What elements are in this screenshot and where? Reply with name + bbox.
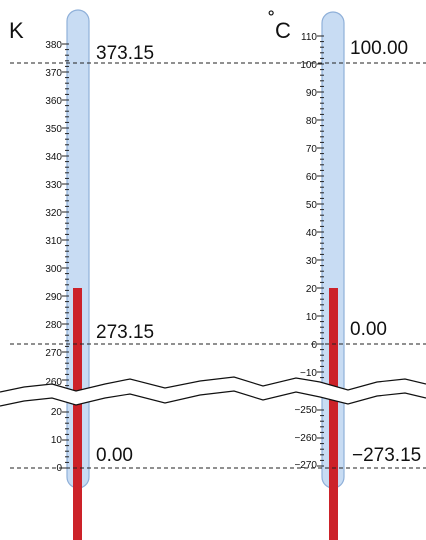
scale-break-top-edge bbox=[0, 376, 426, 393]
kelvin-boiling-label: 373.15 bbox=[96, 43, 154, 64]
celsius-tick-label: 80 bbox=[306, 116, 318, 127]
celsius-tick-label: 110 bbox=[301, 32, 317, 43]
reference-lines bbox=[10, 62, 426, 469]
celsius-tick-label: 20 bbox=[306, 284, 318, 295]
kelvin-mercury bbox=[73, 288, 82, 540]
celsius-tick-label: −250 bbox=[294, 405, 317, 416]
celsius-unit-label: C bbox=[275, 18, 291, 43]
kelvin-tick-label: 310 bbox=[45, 236, 62, 247]
scale-break-bottom-edge bbox=[0, 390, 426, 407]
kelvin-tick-label: 300 bbox=[45, 264, 62, 275]
celsius-tick-label: −10 bbox=[300, 368, 317, 379]
kelvin-tick-label: 320 bbox=[45, 208, 62, 219]
celsius-degree-symbol: ˚ bbox=[268, 8, 275, 33]
kelvin-tick-label: 20 bbox=[51, 407, 63, 418]
kelvin-unit-label: K bbox=[9, 18, 24, 43]
kelvin-tick-label: 330 bbox=[45, 180, 62, 191]
kelvin-zero-label: 0.00 bbox=[96, 445, 133, 466]
kelvin-freezing-label: 273.15 bbox=[96, 322, 154, 343]
celsius-freezing-label: 0.00 bbox=[350, 319, 387, 340]
celsius-zero-label: −273.15 bbox=[352, 445, 421, 466]
kelvin-tick-label: 280 bbox=[45, 320, 62, 331]
kelvin-tick-label: 360 bbox=[45, 96, 62, 107]
kelvin-tick-label: 290 bbox=[45, 292, 62, 303]
kelvin-tick-label: 270 bbox=[45, 348, 62, 359]
celsius-tick-labels: 110 100 90 80 70 60 50 40 30 20 10 0 −10… bbox=[294, 32, 317, 471]
celsius-tick-label: 50 bbox=[306, 200, 318, 211]
celsius-boiling-label: 100.00 bbox=[350, 38, 408, 59]
kelvin-tick-labels: 380 370 360 350 340 330 320 310 300 290 … bbox=[45, 40, 62, 474]
celsius-tick-label: −270 bbox=[294, 460, 317, 471]
celsius-tick-label: 40 bbox=[306, 228, 318, 239]
celsius-tick-label: 100 bbox=[300, 60, 317, 71]
celsius-tick-label: 10 bbox=[306, 312, 318, 323]
celsius-tick-label: 70 bbox=[306, 144, 318, 155]
scale-break bbox=[0, 376, 426, 407]
celsius-tick-label: 90 bbox=[306, 88, 318, 99]
kelvin-tick-label: 380 bbox=[45, 40, 62, 51]
kelvin-ticks bbox=[62, 43, 69, 469]
celsius-tick-label: −260 bbox=[294, 433, 317, 444]
celsius-mercury bbox=[329, 288, 338, 540]
kelvin-tick-label: 350 bbox=[45, 124, 62, 135]
kelvin-tick-label: 260 bbox=[45, 377, 62, 388]
kelvin-tick-label: 10 bbox=[51, 435, 63, 446]
celsius-tick-label: 0 bbox=[311, 340, 317, 351]
celsius-ticks bbox=[317, 35, 324, 467]
kelvin-tick-label: 340 bbox=[45, 152, 62, 163]
kelvin-tick-label: 370 bbox=[45, 68, 62, 79]
celsius-tick-label: 60 bbox=[306, 172, 318, 183]
celsius-tick-label: 30 bbox=[306, 256, 318, 267]
